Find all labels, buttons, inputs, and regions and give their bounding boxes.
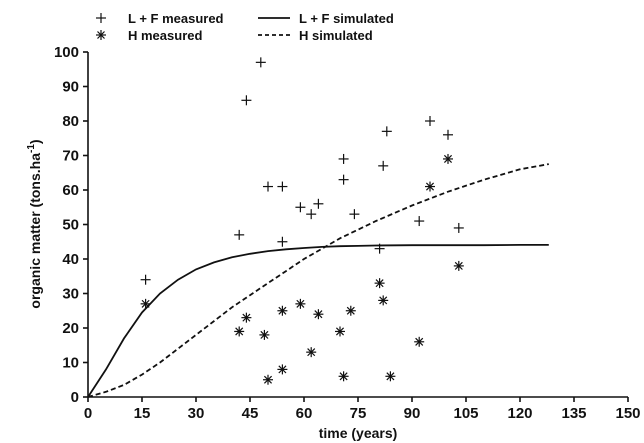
- simulated-lines: [87, 163, 549, 398]
- y-tick-label: 70: [62, 148, 79, 165]
- h-measured-point: [338, 371, 349, 382]
- lf-measured-point: [140, 274, 151, 285]
- lf-measured-point: [277, 181, 288, 192]
- y-axis-label: organic matter (tons.ha-1): [26, 139, 43, 308]
- h-measured-point: [277, 305, 288, 316]
- lf-measured-point: [277, 236, 288, 247]
- x-tick-label: 15: [134, 405, 151, 422]
- h-measured-point: [241, 312, 252, 323]
- legend-label-h-simulated: H simulated: [299, 28, 373, 43]
- y-tick-label: 20: [62, 320, 79, 337]
- y-axis-label-end: ): [27, 139, 43, 144]
- lf-measured-point: [255, 57, 266, 68]
- lf-simulated-line: [87, 244, 549, 398]
- h-measured-point: [306, 347, 317, 358]
- lf-measured-point: [313, 198, 324, 209]
- y-axis-label-sup: -1: [26, 144, 37, 153]
- legend-item-lf-measured: L + F measured: [96, 11, 224, 26]
- x-tick-label: 60: [296, 405, 313, 422]
- x-tick-label: 45: [242, 405, 259, 422]
- legend-item-h-simulated: H simulated: [258, 28, 373, 43]
- lf-measured-point: [378, 160, 389, 171]
- legend: L + F measured H measured L + F simulate…: [96, 11, 394, 43]
- h-measured-point: [259, 329, 270, 340]
- h-measured-point: [385, 371, 396, 382]
- legend-item-h-measured: H measured: [96, 28, 202, 43]
- x-axis-label: time (years): [319, 425, 398, 441]
- lf-measured-point: [381, 126, 392, 137]
- y-axis-label-main: organic matter (tons.ha: [27, 153, 43, 309]
- lf-measured-point: [414, 216, 425, 227]
- lf-measured-point: [338, 174, 349, 185]
- y-tick-label: 10: [62, 355, 79, 372]
- h-measured-point: [378, 295, 389, 306]
- lf-measured-point: [453, 222, 464, 233]
- y-tick-label: 90: [62, 79, 79, 96]
- h-measured-point: [277, 364, 288, 375]
- h-measured-point: [425, 181, 435, 192]
- h-measured-point: [234, 326, 245, 337]
- h-measured-point: [313, 309, 324, 320]
- x-tick-label: 150: [615, 405, 640, 422]
- h-measured-point: [345, 305, 356, 316]
- y-tick-label: 30: [62, 286, 79, 303]
- lf-measured-point: [443, 129, 453, 140]
- lf-measured-point: [338, 153, 349, 164]
- h-measured-point: [295, 298, 306, 309]
- h-simulated-line: [87, 163, 549, 398]
- axes: [87, 52, 628, 398]
- legend-label-lf-measured: L + F measured: [128, 11, 224, 26]
- y-tick-label: 50: [62, 217, 79, 234]
- x-tick-label: 75: [350, 405, 367, 422]
- legend-item-lf-simulated: L + F simulated: [258, 11, 394, 26]
- h-measured-point: [263, 374, 273, 385]
- lf-measured-point: [374, 243, 385, 254]
- ticks: 0 15 30 45 60 75 90 105 120 135 150 0 10 20 30 40 50 60 70…: [54, 44, 641, 422]
- h-measured-point: [374, 278, 385, 289]
- legend-label-h-measured: H measured: [128, 28, 202, 43]
- x-tick-label: 120: [507, 405, 532, 422]
- lf-measured-point: [349, 209, 360, 220]
- x-tick-label: 0: [84, 405, 92, 422]
- x-tick-label: 90: [404, 405, 421, 422]
- measured-points: [140, 57, 464, 385]
- h-measured-point: [443, 153, 453, 164]
- lf-measured-point: [234, 229, 245, 240]
- lf-measured-point: [306, 209, 317, 220]
- x-tick-label: 105: [453, 405, 478, 422]
- lf-measured-point: [241, 95, 252, 106]
- y-tick-label: 40: [62, 251, 79, 268]
- h-measured-point: [414, 336, 425, 347]
- y-tick-label: 80: [62, 113, 79, 130]
- y-tick-label: 60: [62, 182, 79, 199]
- y-tick-label: 0: [71, 389, 79, 406]
- h-measured-point: [453, 260, 464, 271]
- h-measured-point: [335, 326, 345, 337]
- x-tick-label: 135: [561, 405, 586, 422]
- legend-label-lf-simulated: L + F simulated: [299, 11, 394, 26]
- lf-measured-point: [425, 116, 435, 126]
- h-measured-point: [140, 298, 151, 309]
- lf-measured-point: [295, 202, 306, 213]
- x-tick-label: 30: [188, 405, 205, 422]
- legend-asterisk-marker: [96, 30, 106, 40]
- lf-measured-point: [263, 181, 273, 192]
- legend-plus-marker: [96, 13, 106, 23]
- y-tick-label: 100: [54, 44, 79, 61]
